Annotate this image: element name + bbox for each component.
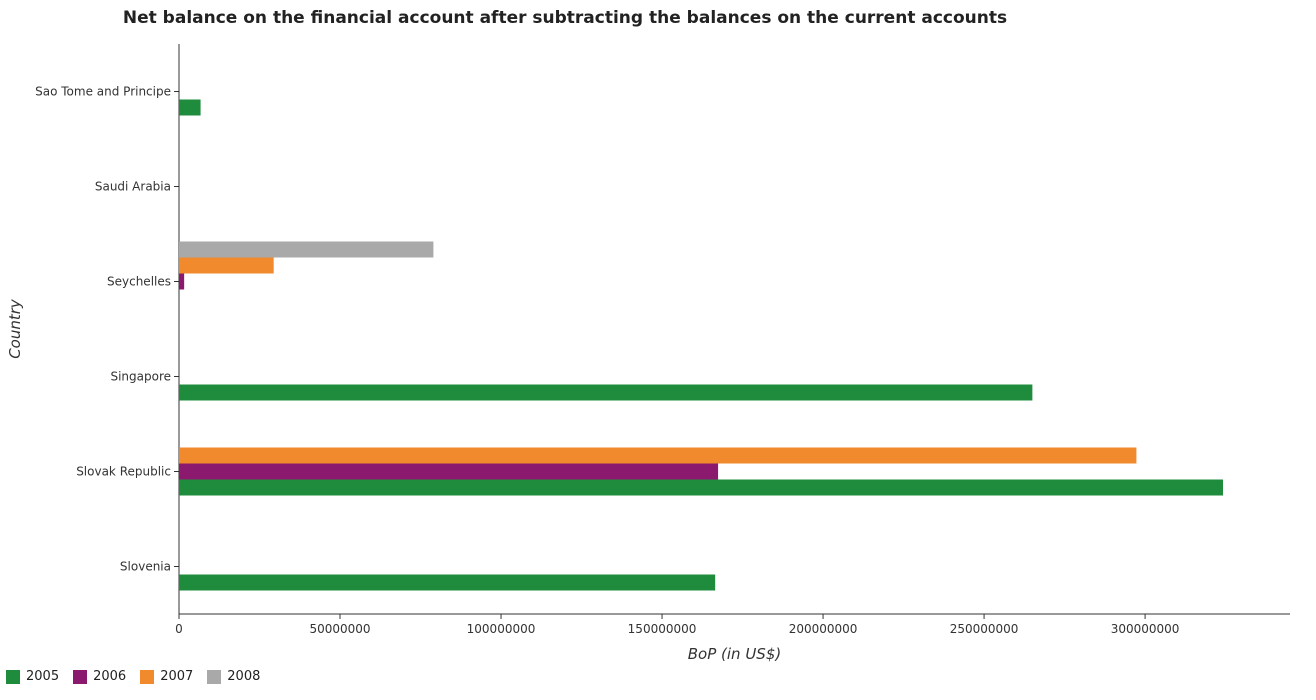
legend-swatch bbox=[140, 669, 155, 684]
legend-label: 2008 bbox=[227, 669, 261, 684]
bar-2007-seychelles bbox=[179, 257, 274, 274]
legend: 2005 2006 2007 2008 bbox=[6, 669, 260, 684]
bar-2005-slovenia bbox=[179, 574, 716, 591]
x-tick-label: 100000000 bbox=[467, 622, 536, 636]
legend-label: 2007 bbox=[160, 669, 194, 684]
x-tick-label: 250000000 bbox=[950, 622, 1019, 636]
chart-title: Net balance on the financial account aft… bbox=[122, 8, 1008, 28]
legend-item-2005: 2005 bbox=[6, 669, 59, 684]
x-tick-label: 150000000 bbox=[628, 622, 697, 636]
bar-2008-seychelles bbox=[179, 241, 434, 258]
y-tick-label: Seychelles bbox=[107, 275, 171, 289]
y-tick-label: Slovenia bbox=[120, 560, 171, 574]
bar-2005-singapore bbox=[179, 384, 1033, 401]
x-tick-label: 0 bbox=[175, 622, 183, 636]
y-tick-label: Saudi Arabia bbox=[95, 180, 171, 194]
y-axis-label: Country bbox=[6, 298, 24, 359]
bar-2006-seychelles bbox=[179, 273, 185, 290]
x-tick-label: 50000000 bbox=[309, 622, 370, 636]
x-axis-label: BoP (in US$) bbox=[688, 645, 781, 663]
y-tick-label: Singapore bbox=[110, 370, 171, 384]
legend-swatch bbox=[73, 669, 88, 684]
legend-item-2006: 2006 bbox=[73, 669, 126, 684]
legend-label: 2005 bbox=[26, 669, 60, 684]
bar-2005-slovak-republic bbox=[179, 479, 1224, 496]
legend-label: 2006 bbox=[93, 669, 127, 684]
bar-2006-slovak-republic bbox=[179, 463, 719, 480]
y-tick-label: Sao Tome and Principe bbox=[35, 85, 171, 99]
x-tick-label: 200000000 bbox=[789, 622, 858, 636]
y-tick-label: Slovak Republic bbox=[76, 465, 171, 479]
legend-item-2008: 2008 bbox=[207, 669, 260, 684]
legend-swatch bbox=[6, 669, 20, 684]
bar-2005-sao-tome-and-principe bbox=[179, 99, 201, 116]
x-tick-label: 300000000 bbox=[1111, 622, 1180, 636]
legend-swatch bbox=[207, 669, 222, 684]
bar-2007-slovak-republic bbox=[179, 447, 1137, 464]
legend-item-2007: 2007 bbox=[140, 669, 193, 684]
